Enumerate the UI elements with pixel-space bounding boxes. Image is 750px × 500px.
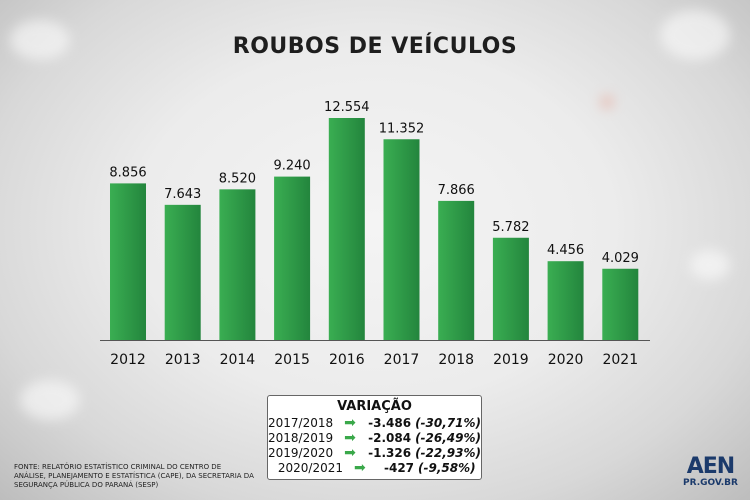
variation-pct: (-22,93%)	[415, 446, 481, 460]
data-label: 8.520	[219, 171, 256, 186]
x-tick-label: 2019	[493, 352, 529, 368]
bar	[438, 200, 475, 340]
bar	[110, 183, 146, 340]
variation-period: 2019/2020	[268, 446, 334, 460]
bar	[383, 139, 420, 340]
bar	[164, 204, 201, 340]
aen-logo: AEN PR.GOV.BR	[683, 454, 738, 489]
logo-main: AEN	[686, 454, 735, 479]
data-label: 5.782	[492, 220, 529, 235]
data-label: 12.554	[324, 100, 370, 115]
x-tick-label: 2013	[165, 352, 201, 368]
variation-box: VARIAÇÃO 2017/2018 ➡ -3.486 (-30,71%) 2018/2…	[267, 395, 482, 480]
bar	[328, 118, 365, 340]
variation-pct: (-9,58%)	[418, 461, 476, 475]
variation-value: -3.486	[368, 416, 412, 430]
arrow-right-icon: ➡	[344, 430, 356, 446]
arrow-right-icon: ➡	[344, 415, 356, 431]
variation-value: -1.326	[368, 446, 412, 460]
data-label: 11.352	[379, 121, 425, 136]
variation-period: 2018/2019	[268, 431, 334, 445]
data-label: 8.856	[109, 165, 146, 180]
logo-sub: PR.GOV.BR	[683, 478, 738, 488]
arrow-right-icon: ➡	[344, 445, 356, 461]
bar	[602, 268, 639, 340]
variation-period: 2020/2021	[277, 461, 343, 475]
x-tick-label: 2018	[438, 352, 474, 368]
bar	[492, 237, 529, 340]
variation-title: VARIAÇÃO	[337, 399, 412, 414]
arrow-right-icon: ➡	[354, 460, 366, 476]
data-label: 7.643	[164, 187, 201, 202]
bar	[547, 261, 584, 340]
x-tick-label: 2021	[602, 352, 638, 368]
variation-period: 2017/2018	[268, 416, 334, 430]
variation-value: -427	[384, 461, 415, 475]
data-label: 4.456	[547, 243, 584, 258]
variation-row: 2019/2020 ➡ -1.326 (-22,93%)	[268, 446, 481, 461]
variation-pct: (-30,71%)	[415, 416, 481, 430]
data-label: 9.240	[273, 159, 310, 174]
bar	[219, 189, 256, 340]
variation-row: 2017/2018 ➡ -3.486 (-30,71%)	[268, 416, 481, 431]
variation-pct: (-26,49%)	[415, 431, 481, 445]
data-label: 7.866	[438, 183, 475, 198]
x-tick-label: 2015	[274, 352, 310, 368]
x-tick-label: 2012	[110, 352, 146, 368]
variation-row: 2018/2019 ➡ -2.084 (-26,49%)	[268, 431, 481, 446]
x-tick-label: 2017	[384, 352, 420, 368]
bar	[274, 176, 311, 340]
x-tick-label: 2016	[329, 352, 365, 368]
variation-value: -2.084	[368, 431, 412, 445]
x-tick-label: 2020	[548, 352, 584, 368]
variation-row: 2020/2021 ➡ -427 (-9,58%)	[268, 461, 481, 476]
x-tick-label: 2014	[220, 352, 256, 368]
data-label: 4.029	[602, 251, 639, 266]
chart-title: ROUBOS DE VEÍCULOS	[232, 34, 518, 59]
source-note: FONTE: RELATÓRIO ESTATÍSTICO CRIMINAL DO…	[14, 463, 254, 489]
